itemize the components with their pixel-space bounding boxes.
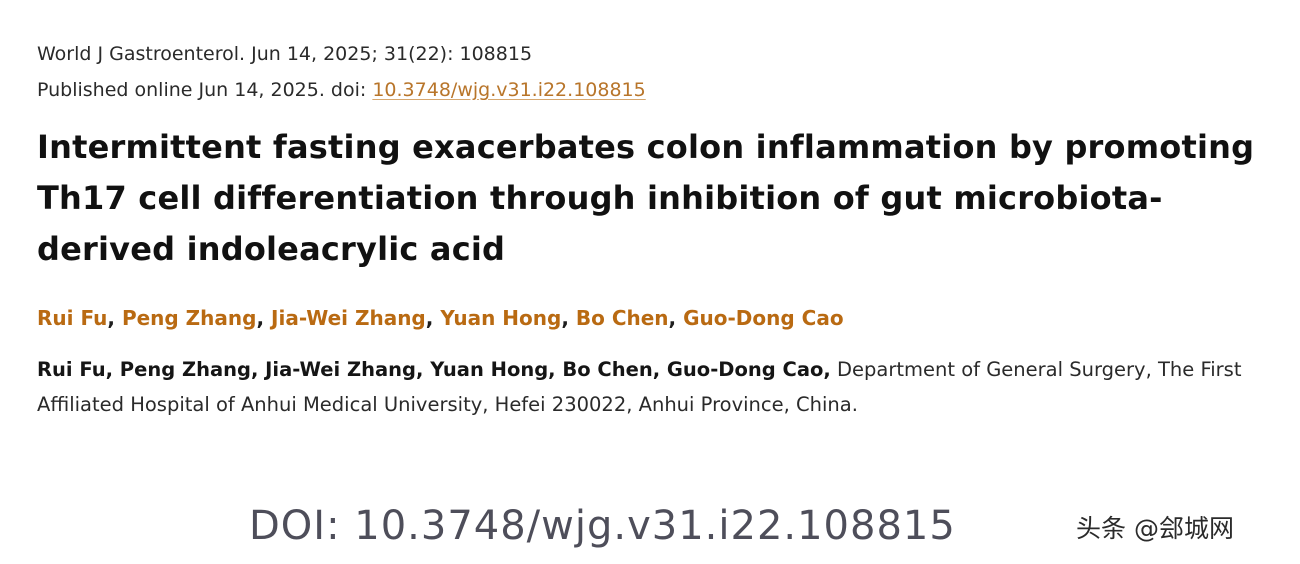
author-separator: , — [668, 306, 684, 330]
journal-citation: World J Gastroenterol. Jun 14, 2025; 31(… — [37, 43, 533, 65]
author-link[interactable]: Bo Chen — [575, 306, 669, 330]
author-separator: , — [561, 306, 576, 330]
published-online-label: Published online Jun 14, 2025. doi: — [37, 79, 373, 101]
author-link[interactable]: Yuan Hong — [440, 306, 562, 330]
author-separator: , — [256, 306, 272, 330]
source-badge: 头条 @郐城网 — [1076, 514, 1234, 543]
citation-block: World J Gastroenterol. Jun 14, 2025; 31(… — [37, 36, 646, 108]
article-title: Intermittent fasting exacerbates colon i… — [37, 128, 1255, 268]
author-separator: , — [107, 306, 122, 330]
doi-watermark: DOI: 10.3748/wjg.v31.i22.108815 — [249, 503, 956, 549]
affiliation-text: Department of General Surgery, The First… — [37, 358, 1242, 416]
author-separator: , — [425, 306, 441, 330]
author-link[interactable]: Jia-Wei Zhang — [271, 306, 426, 330]
author-link[interactable]: Peng Zhang — [121, 306, 257, 330]
affiliation-authors: Rui Fu, Peng Zhang, Jia-Wei Zhang, Yuan … — [37, 358, 831, 381]
author-link[interactable]: Rui Fu — [37, 306, 108, 330]
affiliation: Rui Fu, Peng Zhang, Jia-Wei Zhang, Yuan … — [37, 352, 1277, 422]
author-list: Rui Fu, Peng Zhang, Jia-Wei Zhang, Yuan … — [37, 302, 844, 334]
doi-link[interactable]: 10.3748/wjg.v31.i22.108815 — [372, 79, 646, 101]
published-online-line: Published online Jun 14, 2025. doi: 10.3… — [37, 72, 646, 108]
author-link[interactable]: Guo-Dong Cao — [683, 306, 844, 330]
